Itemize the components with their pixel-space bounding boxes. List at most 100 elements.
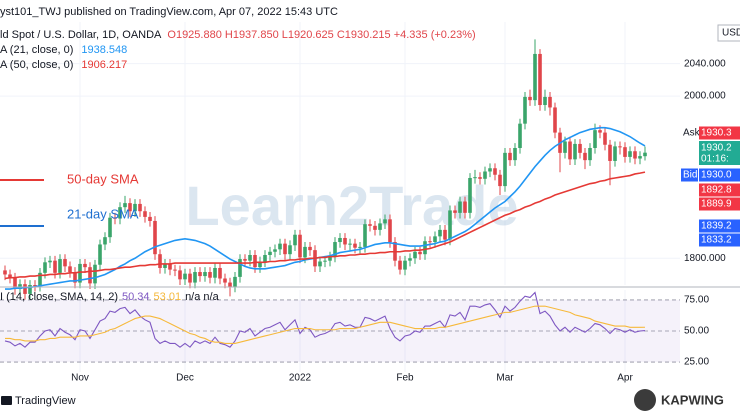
- price-tag-label-box: [681, 168, 698, 182]
- candle-body: [168, 263, 172, 270]
- candle-body: [423, 241, 427, 255]
- candle-body: [573, 143, 577, 160]
- candle-body: [523, 96, 527, 124]
- candle-body: [368, 224, 372, 226]
- candle-body: [473, 177, 477, 179]
- candle-body: [78, 263, 82, 283]
- candle-body: [63, 259, 67, 267]
- candle-body: [498, 174, 502, 187]
- candle-body: [253, 255, 257, 268]
- plot-layer: Learn2Trade: [0, 22, 680, 372]
- candle-body: [608, 144, 612, 161]
- y-tick-label: 1800.000: [684, 253, 726, 264]
- x-tick-label: Nov: [71, 373, 89, 384]
- candle-body: [633, 151, 637, 159]
- candle-body: [148, 216, 152, 221]
- candle-body: [48, 260, 52, 263]
- candle-body: [298, 234, 302, 258]
- candle-body: [483, 171, 487, 179]
- candle-body: [448, 210, 452, 240]
- price-tag-box: [699, 219, 740, 233]
- price-tag-text: 1892.8: [701, 185, 732, 196]
- candle-body: [218, 267, 222, 279]
- ma50-line: A (50, close, 0) 1906.217: [0, 59, 127, 71]
- candle-body: [518, 123, 522, 148]
- kapwing-text: KAPWING: [661, 392, 724, 407]
- candle-body: [68, 266, 72, 273]
- price-tag-box: [699, 126, 740, 140]
- price-tag-box: [699, 141, 740, 165]
- candle-body: [563, 141, 567, 153]
- candle-body: [293, 234, 297, 246]
- annotation-text: 21-day SMA: [67, 206, 139, 221]
- candle-body: [588, 147, 592, 161]
- candle-body: [593, 130, 597, 148]
- candle-body: [103, 237, 107, 245]
- ma50-name: A (50, close, 0): [0, 59, 73, 71]
- candle-body: [338, 237, 342, 243]
- candle-body: [493, 168, 497, 175]
- publish-line: yst101_TWJ published on TradingView.com,…: [0, 6, 338, 18]
- candle-body: [23, 284, 27, 294]
- candle-body: [213, 267, 217, 278]
- price-tag-text: 1889.9: [701, 199, 732, 210]
- tradingview-text: TradingView: [15, 395, 76, 407]
- candle-body: [433, 236, 437, 243]
- candle-body: [478, 177, 482, 179]
- candle-body: [318, 261, 322, 267]
- x-tick-label: 2022: [289, 373, 312, 384]
- candle-body: [453, 210, 457, 213]
- candle-body: [183, 273, 187, 280]
- y-tick-label: 2040.000: [684, 58, 726, 69]
- candle-body: [328, 256, 332, 261]
- watermark: Learn2Trade: [185, 174, 518, 237]
- candle-body: [303, 246, 307, 258]
- candle-body: [133, 203, 137, 212]
- candle-body: [528, 96, 532, 101]
- price-tag-sub: 01:16:: [701, 154, 729, 165]
- candle-body: [163, 263, 167, 268]
- candle-body: [38, 272, 42, 286]
- price-tag-box: [699, 168, 740, 182]
- candle-body: [158, 254, 162, 268]
- price-tag-text: 1930.3: [701, 128, 732, 139]
- currency: USD: [722, 28, 740, 39]
- x-tick-label: Dec: [176, 373, 194, 384]
- candle-body: [223, 278, 227, 283]
- ma21-value: 1938.548: [81, 44, 127, 56]
- candle-body: [428, 241, 432, 243]
- symbol-line: ld Spot / U.S. Dollar, 1D, OANDA O1925.88…: [0, 29, 476, 41]
- candle-body: [113, 217, 117, 219]
- candle-body: [233, 276, 237, 287]
- candle-body: [598, 130, 602, 133]
- candle-body: [583, 152, 587, 161]
- candle-body: [73, 272, 77, 283]
- currency-box[interactable]: [717, 24, 740, 42]
- candle-body: [378, 223, 382, 230]
- y-tick-label: 50.00: [684, 326, 709, 337]
- rsi-header: I (14, close, SMA, 14, 2) 50.34 53.01 n/a n…: [0, 291, 220, 303]
- x-tick-label: Apr: [617, 373, 633, 384]
- candle-body: [308, 246, 312, 251]
- candle-body: [263, 255, 267, 262]
- x-tick-label: Feb: [396, 373, 414, 384]
- candle-body: [248, 255, 252, 261]
- candle-body: [93, 264, 97, 284]
- candle-body: [333, 242, 337, 257]
- candle-body: [443, 229, 447, 240]
- price-tag-text: 1930.2: [701, 143, 732, 154]
- candle-body: [408, 258, 412, 261]
- candle-body: [418, 251, 422, 255]
- candle-body: [278, 243, 282, 250]
- candle-body: [118, 207, 122, 219]
- candle-body: [138, 203, 142, 212]
- candle-body: [548, 96, 552, 108]
- symbol: ld Spot / U.S. Dollar, 1D, OANDA: [0, 29, 162, 41]
- price-tag-text: 1833.2: [701, 235, 732, 246]
- candle-body: [343, 237, 347, 245]
- candle-body: [88, 267, 92, 284]
- candle-body: [188, 273, 192, 283]
